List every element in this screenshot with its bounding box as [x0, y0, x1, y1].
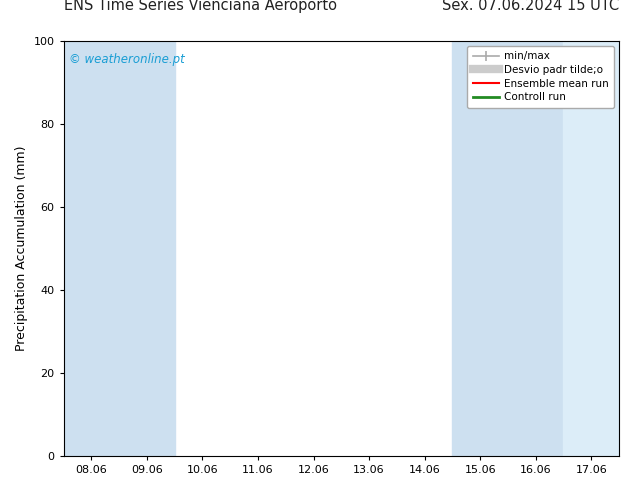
Y-axis label: Precipitation Accumulation (mm): Precipitation Accumulation (mm)	[15, 146, 28, 351]
Bar	[564, 41, 619, 456]
Text: Sex. 07.06.2024 15 UTC: Sex. 07.06.2024 15 UTC	[442, 0, 619, 13]
Text: ENS Time Series Vienciana Aeroporto: ENS Time Series Vienciana Aeroporto	[63, 0, 337, 13]
Bar	[453, 41, 564, 456]
Legend: min/max, Desvio padr tilde;o, Ensemble mean run, Controll run: min/max, Desvio padr tilde;o, Ensemble m…	[467, 46, 614, 108]
Text: © weatheronline.pt: © weatheronline.pt	[69, 53, 185, 67]
Bar	[63, 41, 174, 456]
